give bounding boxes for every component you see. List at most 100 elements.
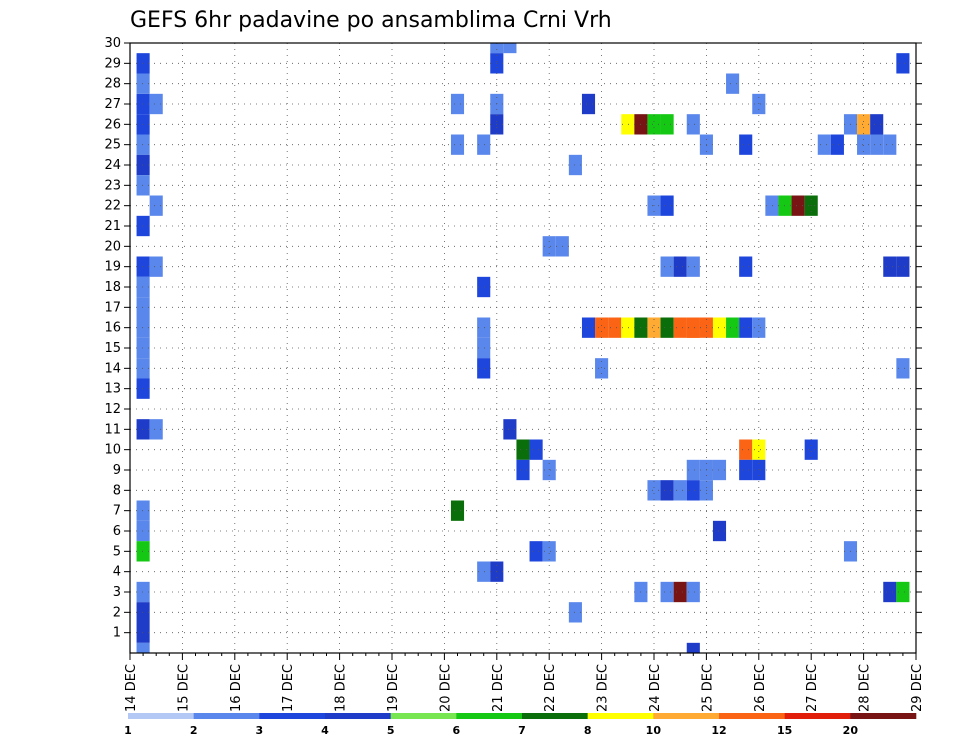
heatmap-cell [647,317,661,338]
heatmap-cell [896,358,910,379]
heatmap-cell [477,358,491,379]
x-tick-label: 22 DEC [543,664,558,712]
heatmap-cell [647,114,661,135]
heatmap-cell [686,642,700,653]
heatmap-cell [686,581,700,603]
heatmap-cell [647,480,661,501]
y-tick-label: 28 [104,77,121,92]
heatmap-cell [136,276,150,298]
y-tick-label: 25 [104,138,121,153]
heatmap-cell [149,93,163,115]
heatmap-cell [595,317,609,338]
heatmap-cell [752,317,766,338]
colorbar-label: 4 [321,724,329,737]
x-tick-label: 27 DEC [805,664,820,712]
colorbar-label: 8 [584,724,592,737]
y-tick-label: 9 [113,463,121,478]
heatmap-cell [726,73,740,94]
heatmap-cell [136,541,150,562]
heatmap-cell [136,93,150,115]
y-tick-label: 7 [113,504,121,519]
colorbar-swatch [193,713,260,719]
heatmap-cell [857,134,871,155]
heatmap-cell [621,317,635,338]
heatmap-cell [568,602,582,623]
heatmap-cell [739,256,753,277]
colorbar-label: 5 [387,724,395,737]
heatmap-cell [136,337,150,359]
x-tick-label: 17 DEC [281,664,296,712]
heatmap-cell [817,134,831,155]
heatmap-cell [870,114,884,135]
colorbar-label: 15 [777,724,792,737]
y-tick-label: 21 [104,219,121,234]
y-tick-label: 6 [113,524,121,539]
heatmap-cell [896,256,910,277]
heatmap-cell [568,154,582,176]
heatmap-cell [830,134,844,155]
heatmap-cell [712,317,727,338]
heatmap-cell [712,459,727,481]
x-tick-label: 23 DEC [596,664,611,712]
heatmap-cell [870,134,884,155]
heatmap-cell [136,520,150,542]
plot-frame [129,42,917,654]
heatmap-cell [136,378,150,399]
heatmap-cell [477,561,491,582]
y-tick-label: 2 [113,605,121,620]
colorbar-swatch [128,713,194,719]
heatmap-cell [503,43,517,54]
x-tick-label: 29 DEC [910,664,925,712]
y-tick-label: 14 [104,361,121,376]
heatmap-cell [136,602,150,623]
heatmap-cell [450,134,465,155]
heatmap-cell [581,93,596,115]
heatmap-cell [686,480,700,501]
heatmap-cell [739,439,753,460]
heatmap-cell [726,317,740,338]
heatmap-cell [857,114,871,135]
heatmap-cell [660,256,674,277]
colorbar-label: 6 [453,724,461,737]
y-tick-label: 5 [113,544,121,559]
heatmap-cell [516,439,530,460]
colorbar-legend: 1 2 3 4 5 6 7 8 10 12 15 20 [124,713,917,737]
heatmap-cell [608,317,622,338]
y-tick-label: 26 [104,117,121,132]
heatmap-cell [450,93,465,115]
colorbar-swatch [719,713,785,719]
colorbar-swatch [456,713,523,719]
heatmap-cell [686,256,700,277]
heatmap-cell [136,317,150,338]
heatmap-cell [477,134,491,155]
heatmap-cell [136,53,150,74]
heatmap-cell [136,154,150,176]
heatmap-cell [477,337,491,359]
heatmap-cell [595,358,609,379]
colorbar-label: 3 [256,724,264,737]
y-tick-label: 24 [104,158,121,173]
colorbar-swatch [325,713,391,719]
y-tick-label: 23 [104,178,121,193]
x-tick-label: 21 DEC [491,664,506,712]
heatmap-cell [516,459,530,481]
heatmap-cell [149,256,163,277]
y-tick-label: 19 [104,260,121,275]
heatmap-cell [686,317,700,338]
heatmap-cell [136,622,150,643]
heatmap-cell [136,256,150,277]
colorbar-swatch [784,713,851,719]
colorbar-label: 2 [190,724,198,737]
heatmap-cell [883,256,897,277]
heatmap-cell [136,73,150,94]
heatmap-cell [660,114,674,135]
x-tick-label: 26 DEC [753,664,768,712]
heatmap-cell [896,53,910,74]
heatmap-cell [673,317,687,338]
heatmap-cell [542,236,556,257]
colorbar-label: 10 [646,724,662,737]
y-tick-label: 8 [113,483,121,498]
heatmap-cell [136,642,150,653]
heatmap-cell [752,439,766,460]
